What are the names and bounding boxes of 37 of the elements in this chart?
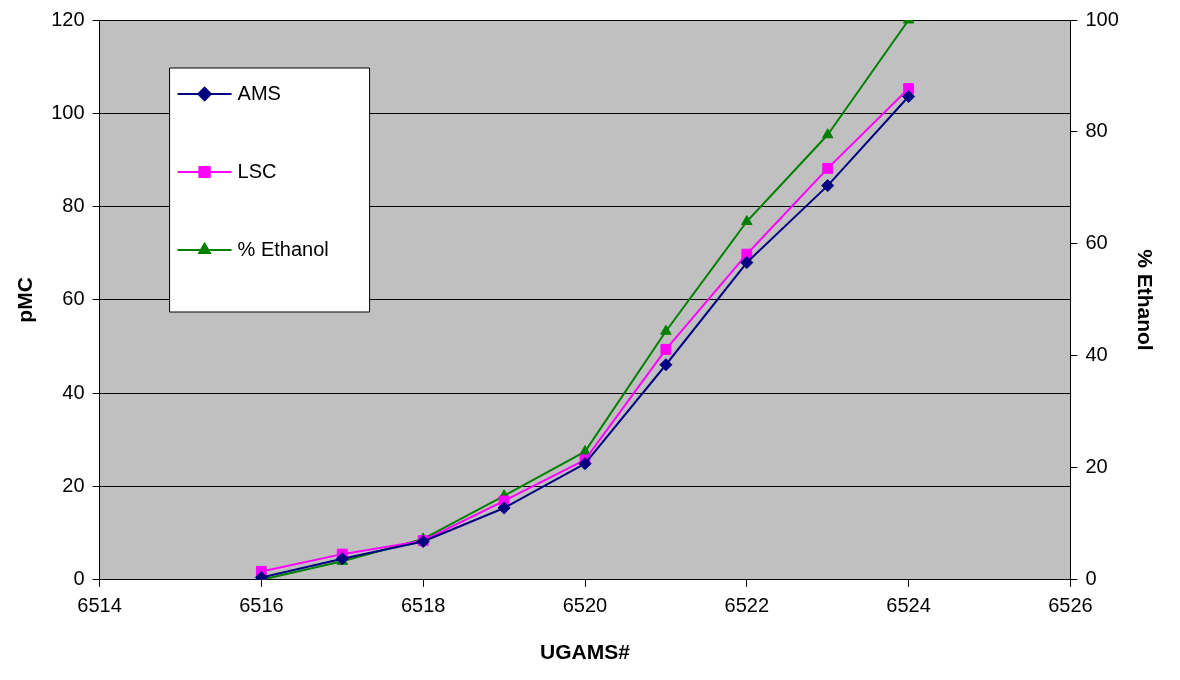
point [822, 162, 834, 174]
y2-axis-title: % Ethanol [1133, 249, 1157, 351]
x-tick-label: 6524 [886, 594, 931, 617]
point [902, 90, 916, 104]
point [822, 128, 834, 139]
y2-tick-label: 60 [1085, 231, 1108, 254]
point [659, 358, 673, 372]
x-tick-label: 6514 [77, 594, 122, 617]
y-tick-label: 40 [62, 380, 85, 403]
point [497, 501, 511, 515]
y-tick-label: 20 [62, 474, 85, 497]
y-tick-label: 0 [73, 567, 85, 590]
y2-tick-label: 20 [1085, 455, 1108, 478]
point [660, 343, 672, 355]
x-tick-label: 6520 [562, 594, 608, 617]
y-tick-label: 80 [62, 194, 85, 217]
y-tick-label: 120 [51, 7, 85, 30]
legend-label: LSC [237, 159, 277, 182]
x-tick-label: 6518 [400, 594, 446, 617]
legend-label: AMS [237, 81, 281, 104]
y-tick-label: 60 [62, 287, 85, 310]
y2-tick-label: 0 [1085, 567, 1097, 590]
y-axis-title: pMC [13, 277, 37, 323]
x-tick-label: 6516 [239, 594, 284, 617]
y2-tick-label: 40 [1085, 343, 1108, 366]
y2-tick-label: 80 [1085, 119, 1108, 142]
point [821, 179, 835, 193]
y2-tick-label: 100 [1085, 7, 1119, 30]
x-tick-label: 6522 [724, 594, 770, 617]
y-tick-label: 100 [51, 100, 85, 123]
point [740, 256, 754, 270]
legend-label: % Ethanol [237, 237, 329, 260]
point [741, 215, 753, 226]
x-axis-title: UGAMS# [540, 640, 631, 664]
point [660, 324, 672, 335]
point [578, 457, 592, 471]
x-tick-label: 6526 [1048, 594, 1093, 617]
